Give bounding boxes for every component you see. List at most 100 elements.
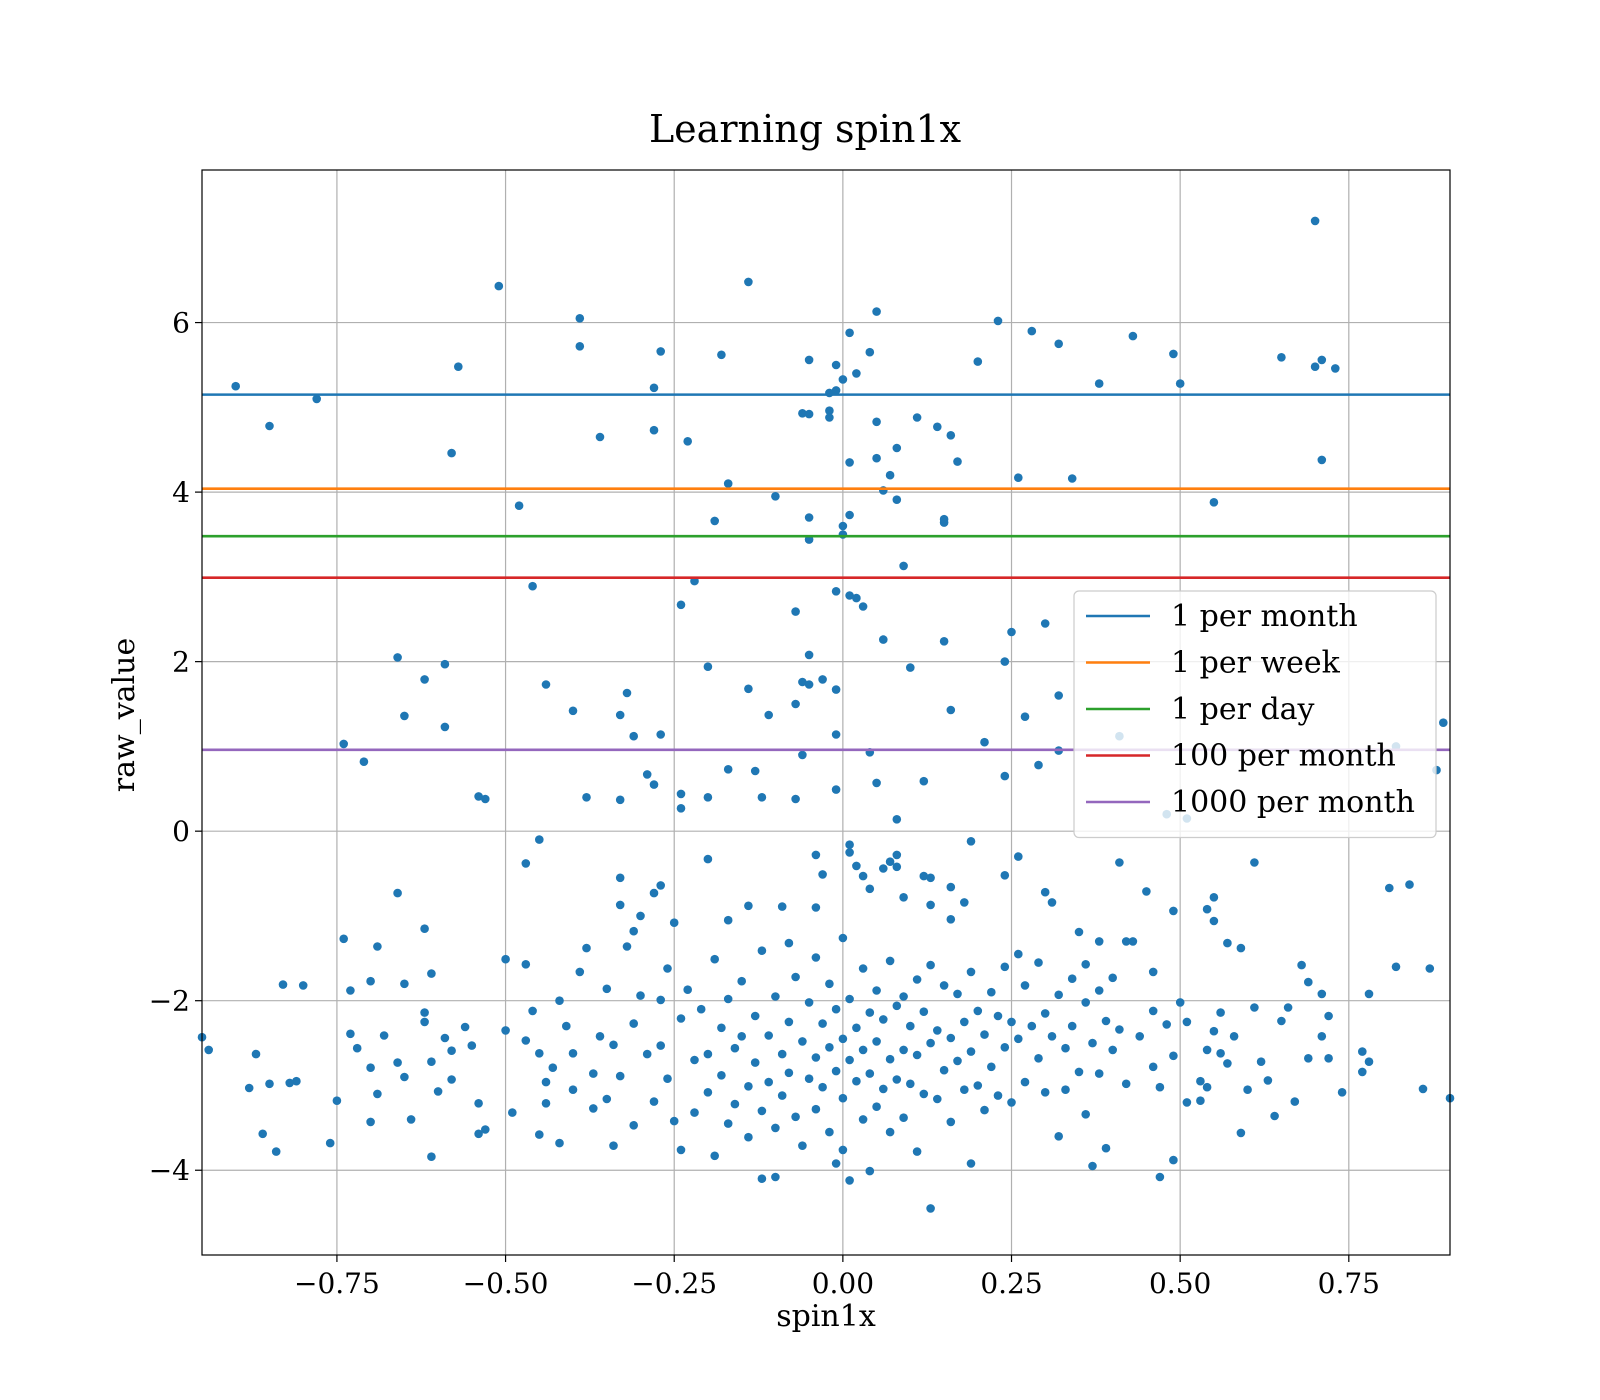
data-point xyxy=(987,1062,996,1072)
data-point xyxy=(750,1058,760,1067)
data-point xyxy=(629,731,638,741)
data-point xyxy=(744,1082,753,1091)
data-point xyxy=(669,918,679,927)
data-point xyxy=(325,1138,335,1148)
data-point xyxy=(683,985,692,994)
data-point xyxy=(1270,1111,1279,1121)
data-point xyxy=(514,501,524,511)
data-point xyxy=(980,737,989,747)
data-point xyxy=(393,1058,402,1067)
data-point xyxy=(933,1094,942,1104)
data-point xyxy=(744,277,753,287)
data-point xyxy=(757,946,767,955)
legend-label: 1 per week xyxy=(1171,646,1341,681)
data-point xyxy=(804,513,814,522)
data-point xyxy=(771,492,780,501)
data-point xyxy=(676,789,686,799)
data-point xyxy=(1020,712,1030,721)
data-point xyxy=(798,1037,807,1046)
data-point xyxy=(892,850,902,860)
data-point xyxy=(1155,1082,1165,1092)
data-point xyxy=(690,1055,699,1065)
data-point xyxy=(858,871,868,881)
data-point xyxy=(1108,973,1117,983)
data-point xyxy=(710,516,719,526)
data-point xyxy=(838,521,848,531)
data-point xyxy=(885,956,895,966)
data-point xyxy=(831,730,841,739)
data-point xyxy=(400,711,409,721)
data-point xyxy=(939,981,949,990)
data-point xyxy=(737,976,746,986)
data-point xyxy=(440,659,450,669)
data-point xyxy=(1182,1098,1192,1107)
data-point xyxy=(373,1089,382,1099)
data-point xyxy=(912,1050,922,1060)
data-point xyxy=(474,792,483,801)
data-point xyxy=(1007,1098,1016,1107)
data-point xyxy=(845,848,854,857)
data-point xyxy=(757,1174,767,1183)
data-point xyxy=(1081,1110,1090,1119)
data-point xyxy=(1169,1155,1178,1165)
data-point xyxy=(373,942,382,951)
data-point xyxy=(980,1105,989,1115)
data-point xyxy=(460,1022,470,1032)
data-point xyxy=(615,795,625,805)
legend: 1 per month 1 per week 1 per day 100 per mo… xyxy=(1073,590,1437,839)
data-point xyxy=(568,1049,578,1058)
data-point xyxy=(818,1082,827,1092)
data-point xyxy=(899,561,908,571)
data-point xyxy=(818,675,827,684)
data-point xyxy=(595,1032,605,1041)
data-point xyxy=(481,1125,490,1134)
data-point xyxy=(508,1108,517,1117)
data-point xyxy=(852,593,861,603)
data-point xyxy=(872,778,881,788)
data-point xyxy=(663,964,672,973)
data-point xyxy=(332,1096,342,1105)
data-point xyxy=(1223,1059,1232,1068)
data-point xyxy=(420,675,429,684)
data-point xyxy=(1027,326,1037,336)
data-point xyxy=(703,1088,713,1097)
data-point xyxy=(858,602,868,611)
data-point xyxy=(346,986,355,995)
data-point xyxy=(1101,1016,1111,1026)
data-point xyxy=(1277,353,1286,362)
data-point xyxy=(548,1063,558,1072)
data-point xyxy=(447,1075,456,1084)
data-point xyxy=(703,793,713,802)
data-point xyxy=(845,1055,854,1065)
data-point xyxy=(582,793,591,802)
data-point xyxy=(1007,627,1016,637)
data-point xyxy=(838,375,848,384)
data-point xyxy=(474,1129,483,1139)
data-point xyxy=(777,1049,787,1059)
data-point xyxy=(1000,962,1010,972)
data-point xyxy=(1128,331,1138,341)
data-point xyxy=(629,1019,638,1028)
data-point xyxy=(953,1056,962,1066)
data-point xyxy=(838,1145,848,1155)
data-point xyxy=(535,1049,544,1058)
data-point xyxy=(973,1081,983,1090)
data-point xyxy=(1061,1085,1070,1094)
data-point xyxy=(872,453,881,463)
data-point xyxy=(265,1079,274,1089)
data-point xyxy=(427,1152,436,1161)
data-point xyxy=(906,1021,915,1031)
data-point xyxy=(642,1049,652,1059)
x-tick-label: 0.25 xyxy=(980,1267,1042,1300)
data-point xyxy=(899,893,908,902)
data-point xyxy=(251,1049,261,1059)
data-point xyxy=(919,1089,929,1099)
data-point xyxy=(1067,974,1077,983)
data-point xyxy=(912,975,922,984)
data-point xyxy=(804,998,814,1007)
data-point xyxy=(831,685,841,694)
data-point xyxy=(764,1031,773,1040)
data-point xyxy=(312,394,322,404)
data-point xyxy=(656,1041,665,1050)
data-point xyxy=(1169,906,1178,916)
